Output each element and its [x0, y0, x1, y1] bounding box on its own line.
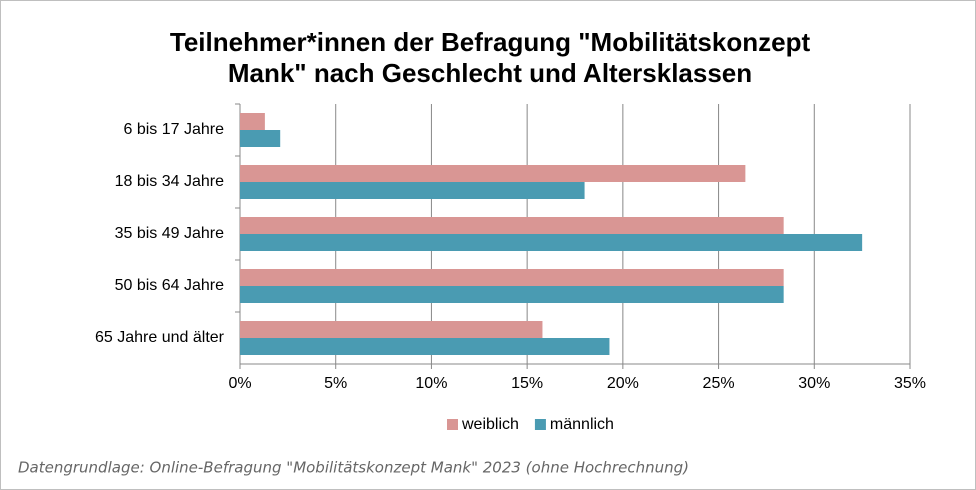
x-tick-label: 5% — [324, 375, 347, 392]
bar — [240, 113, 265, 130]
y-tick-label: 35 bis 49 Jahre — [115, 225, 225, 242]
x-tick-label: 30% — [798, 375, 830, 392]
bar — [240, 182, 585, 199]
bar — [240, 130, 281, 147]
chart-title: Teilnehmer*innen der Befragung "Mobilitä… — [170, 27, 811, 57]
y-tick-label: 6 bis 17 Jahre — [123, 121, 224, 138]
bar — [240, 234, 863, 251]
bar — [240, 217, 784, 234]
legend-swatch — [447, 419, 458, 430]
x-tick-label: 20% — [607, 375, 639, 392]
chart-title: Mank" nach Geschlecht und Altersklassen — [228, 58, 752, 88]
bar — [240, 338, 610, 355]
footnote: Datengrundlage: Online-Befragung "Mobili… — [18, 459, 689, 477]
x-tick-label: 25% — [703, 375, 735, 392]
bar — [240, 286, 784, 303]
y-tick-label: 65 Jahre und älter — [95, 329, 225, 346]
y-tick-label: 18 bis 34 Jahre — [115, 173, 225, 190]
legend-label: weiblich — [461, 416, 519, 433]
bar — [240, 165, 746, 182]
legend-label: männlich — [550, 416, 614, 433]
bar — [240, 321, 543, 338]
legend-swatch — [534, 419, 546, 430]
y-tick-label: 50 bis 64 Jahre — [115, 277, 225, 294]
x-tick-label: 15% — [511, 375, 543, 392]
x-tick-label: 0% — [228, 375, 251, 392]
x-tick-label: 35% — [894, 375, 926, 392]
x-tick-label: 10% — [415, 375, 447, 392]
bar — [240, 269, 784, 286]
